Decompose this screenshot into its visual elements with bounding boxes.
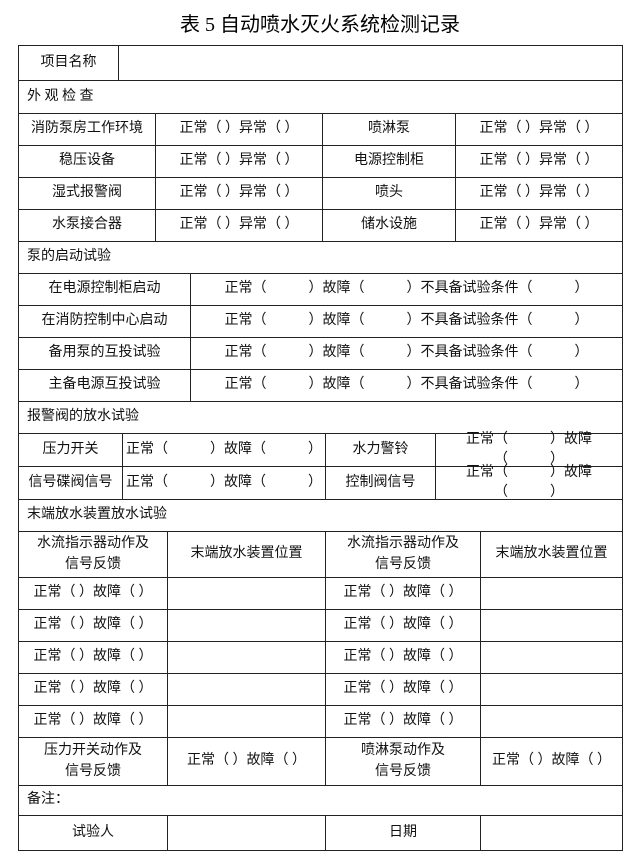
table-cell: 正常（ ）故障（ ） [167,737,326,786]
table-cell: 正常（ ）故障（ ） [325,641,481,674]
table-cell: 水流指示器动作及 信号反馈 [18,531,168,578]
table-cell: 备注： [18,785,623,816]
title: 表 5 自动喷水灭火系统检测记录 [180,14,460,36]
blank-cell [167,577,326,610]
table-cell: 水泵接合器 [18,209,156,242]
table-cell: 正常（ ）异常（ ） [455,177,623,210]
table-cell: 正常（ ）故障（ ） [18,705,168,738]
table-cell: 正常（ ）故障（ ） [480,737,623,786]
table-cell: 正常（ ）故障（ ）不具备试验条件（ ） [190,369,623,402]
table-cell: 正常（ ）故障（ ）不具备试验条件（ ） [190,273,623,306]
table-cell: 正常（ ）故障（ ） [122,433,326,467]
blank-cell [167,641,326,674]
table-cell: 泵的启动试验 [18,241,623,274]
blank-cell [167,609,326,642]
table-cell: 项目名称 [18,45,119,81]
table-cell: 水力警铃 [325,433,436,467]
blank-cell [167,673,326,706]
table-cell: 正常（ ）故障（ ） [122,466,326,500]
table-cell: 在消防控制中心启动 [18,305,191,338]
table-cell: 正常（ ）故障（ ） [325,577,481,610]
blank-cell [480,609,623,642]
table-cell: 在电源控制柜启动 [18,273,191,306]
table-cell: 正常（ ）故障（ ） [18,641,168,674]
blank-cell [480,577,623,610]
table-cell: 稳压设备 [18,145,156,178]
table-cell: 储水设施 [322,209,456,242]
table-cell: 正常（ ）异常（ ） [155,145,323,178]
blank-cell [480,815,623,851]
table-cell: 电源控制柜 [322,145,456,178]
table-cell: 主备电源互投试验 [18,369,191,402]
table-cell: 水流指示器动作及 信号反馈 [325,531,481,578]
table-cell: 正常（ ）异常（ ） [155,209,323,242]
table-cell: 备用泵的互投试验 [18,337,191,370]
table-cell: 压力开关 [18,433,123,467]
table-cell: 末端放水装置位置 [167,531,326,578]
blank-cell [167,705,326,738]
blank-cell [480,673,623,706]
table-cell: 外 观 检 查 [18,80,623,114]
blank-cell [480,705,623,738]
table-cell: 正常（ ）故障（ ）不具备试验条件（ ） [190,337,623,370]
table-cell: 正常（ ）异常（ ） [155,177,323,210]
table-cell: 正常（ ）异常（ ） [455,209,623,242]
table-cell: 喷淋泵动作及 信号反馈 [325,737,481,786]
table-cell: 正常（ ）故障（ ） [325,609,481,642]
table-cell: 正常（ ）故障（ ） [435,465,623,500]
table-cell: 正常（ ）故障（ ） [18,673,168,706]
table-cell: 正常（ ）故障（ ） [325,673,481,706]
table-cell: 喷头 [322,177,456,210]
table-cell: 正常（ ）故障（ ）不具备试验条件（ ） [190,305,623,338]
table-cell: 正常（ ）故障（ ） [18,577,168,610]
table-cell: 末端放水装置放水试验 [18,499,623,532]
table-cell: 控制阀信号 [325,466,436,500]
table-cell: 信号碟阀信号 [18,466,123,500]
table-cell: 喷淋泵 [322,113,456,146]
table-cell: 日期 [325,815,481,851]
table-cell: 消防泵房工作环境 [18,113,156,146]
blank-cell [167,815,326,851]
blank-cell [480,641,623,674]
table-cell: 正常（ ）异常（ ） [455,113,623,146]
table-cell: 正常（ ）故障（ ） [18,609,168,642]
table-cell: 正常（ ）异常（ ） [455,145,623,178]
table-cell: 湿式报警阀 [18,177,156,210]
table-cell: 正常（ ）故障（ ） [325,705,481,738]
table-cell: 末端放水装置位置 [480,531,623,578]
table-cell: 压力开关动作及 信号反馈 [18,737,168,786]
table-cell: 正常（ ）异常（ ） [155,113,323,146]
blank-cell [118,45,623,81]
table-cell: 试验人 [18,815,168,851]
